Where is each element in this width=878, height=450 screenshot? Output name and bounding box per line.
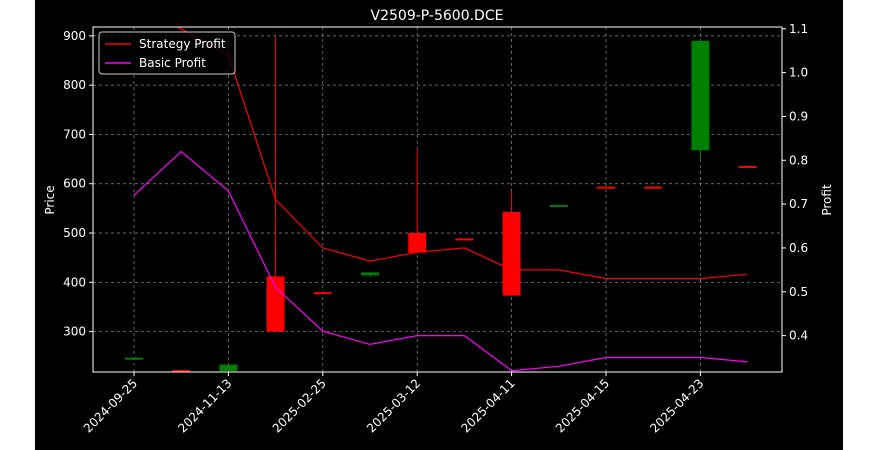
candle-body	[597, 186, 615, 189]
legend-label-strategy: Strategy Profit	[139, 37, 226, 51]
candle-body	[691, 40, 710, 151]
candle-body	[738, 165, 757, 168]
left-y-axis: 300 400 500 600 700 800 900	[63, 29, 93, 339]
candle-body	[266, 276, 285, 332]
candle-body	[219, 364, 238, 372]
candle-body	[549, 204, 568, 207]
candle-body	[125, 357, 143, 360]
left-y-tick-label: 500	[63, 226, 86, 240]
legend: Strategy Profit Basic Profit	[98, 31, 236, 75]
strategy-profit-line	[175, 27, 748, 280]
candle-body	[502, 211, 521, 296]
candle-body	[361, 272, 379, 276]
grid-lines	[93, 27, 782, 372]
right-y-axis-label: Profit	[820, 184, 834, 216]
left-y-tick-label: 600	[63, 177, 86, 191]
candle-body	[408, 233, 427, 253]
right-y-tick-label: 0.6	[789, 241, 808, 255]
right-y-tick-label: 0.4	[789, 329, 808, 343]
candle-body	[313, 292, 332, 295]
left-y-tick-label: 400	[63, 275, 86, 289]
right-y-tick-label: 0.7	[789, 197, 808, 211]
right-y-tick-label: 0.5	[789, 285, 808, 299]
candle-body	[455, 238, 474, 241]
plot-frame	[92, 26, 783, 373]
legend-label-basic: Basic Profit	[139, 56, 206, 70]
left-y-tick-label: 300	[63, 325, 86, 339]
right-y-tick-label: 1.0	[789, 66, 808, 80]
right-y-tick-label: 1.1	[789, 22, 808, 36]
profit-lines	[133, 27, 748, 372]
candle-body	[172, 370, 191, 372]
left-y-axis-label: Price	[43, 185, 57, 214]
legend-box	[98, 31, 236, 75]
chart-title: V2509-P-5600.DCE	[371, 8, 504, 24]
candlesticks	[125, 35, 757, 372]
right-y-tick-label: 0.9	[789, 109, 808, 123]
right-y-tick-label: 0.8	[789, 153, 808, 167]
right-y-axis: 0.4 0.5 0.6 0.7 0.8 0.9 1.0 1.1	[782, 22, 808, 343]
left-y-tick-label: 700	[63, 127, 86, 141]
basic-profit-line	[133, 150, 748, 372]
left-y-tick-label: 900	[63, 29, 86, 43]
candle-body	[644, 186, 663, 189]
left-y-tick-label: 800	[63, 78, 86, 92]
